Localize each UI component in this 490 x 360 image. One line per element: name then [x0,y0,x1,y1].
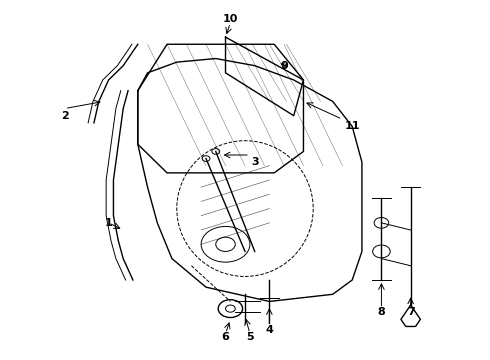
Circle shape [212,149,220,154]
Text: 6: 6 [221,332,229,342]
Text: 1: 1 [105,218,112,228]
Text: 3: 3 [251,157,259,167]
Text: 7: 7 [407,307,415,317]
Text: 11: 11 [344,121,360,131]
Text: 2: 2 [61,111,69,121]
Text: 9: 9 [280,61,288,71]
Text: 8: 8 [378,307,385,317]
Text: 5: 5 [246,332,254,342]
Text: 4: 4 [266,325,273,335]
Text: 10: 10 [222,14,238,24]
Circle shape [202,156,210,161]
